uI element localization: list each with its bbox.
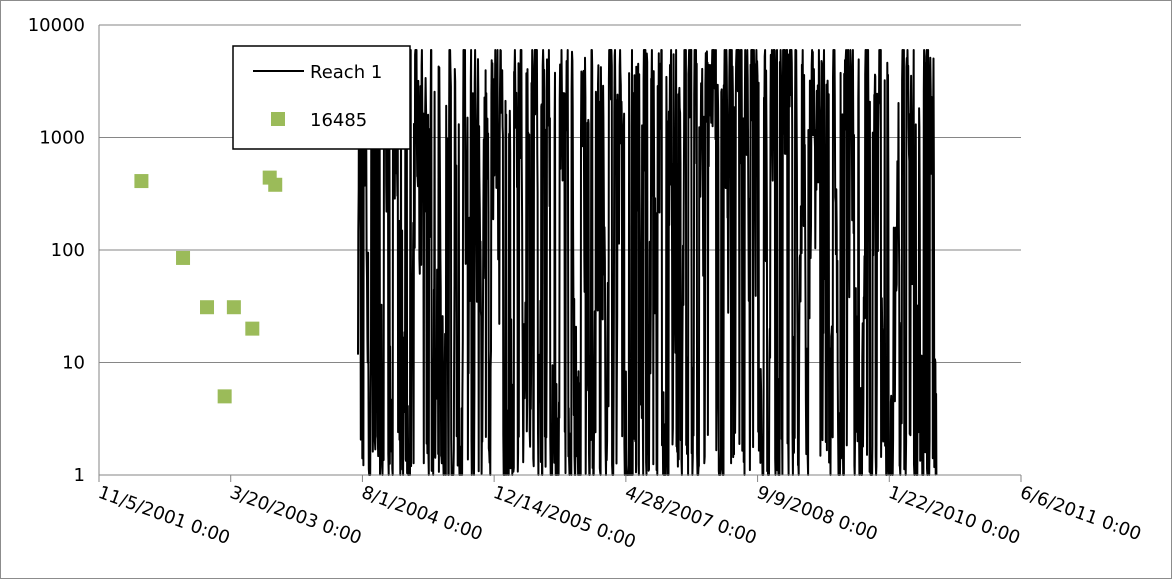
x-tick-label-2: 8/1/2004 0:00	[359, 482, 486, 545]
y-tick-label-0: 1	[74, 465, 85, 486]
legend-box	[232, 45, 411, 150]
x-tick-label-1: 3/20/2003 0:00	[227, 482, 364, 549]
series-reach-1-line	[357, 49, 938, 476]
point-16485-0	[134, 174, 149, 189]
legend-swatch-16485	[271, 112, 285, 126]
series-16485	[134, 170, 283, 404]
y-tick-label-2: 100	[51, 240, 85, 261]
point-16485-1	[176, 250, 191, 265]
point-16485-3	[217, 389, 232, 404]
y-tick-label-1: 10	[62, 353, 85, 374]
x-tick-label-5: 9/9/2008 0:00	[754, 482, 881, 545]
legend-label-reach-1: Reach 1	[310, 62, 382, 83]
point-16485-4	[226, 300, 241, 315]
x-axis: 11/5/2001 0:003/20/2003 0:008/1/2004 0:0…	[95, 474, 1144, 553]
x-tick-label-7: 6/6/2011 0:00	[1017, 482, 1144, 545]
y-tick-label-4: 10000	[28, 15, 85, 36]
x-tick-label-4: 4/28/2007 0:00	[622, 482, 759, 549]
point-16485-7	[268, 177, 283, 192]
legend: Reach 1 16485	[232, 45, 411, 150]
series-reach-1	[357, 49, 938, 476]
point-16485-5	[245, 321, 260, 336]
x-tick-label-0: 11/5/2001 0:00	[95, 482, 232, 549]
y-axis: 1 10 100 1000 10000	[28, 15, 100, 486]
x-tick-label-6: 1/22/2010 0:00	[886, 482, 1023, 549]
point-16485-2	[200, 300, 215, 315]
legend-label-16485: 16485	[310, 110, 367, 131]
y-tick-label-3: 1000	[39, 128, 85, 149]
x-tick-label-3: 12/14/2005 0:00	[490, 482, 638, 553]
